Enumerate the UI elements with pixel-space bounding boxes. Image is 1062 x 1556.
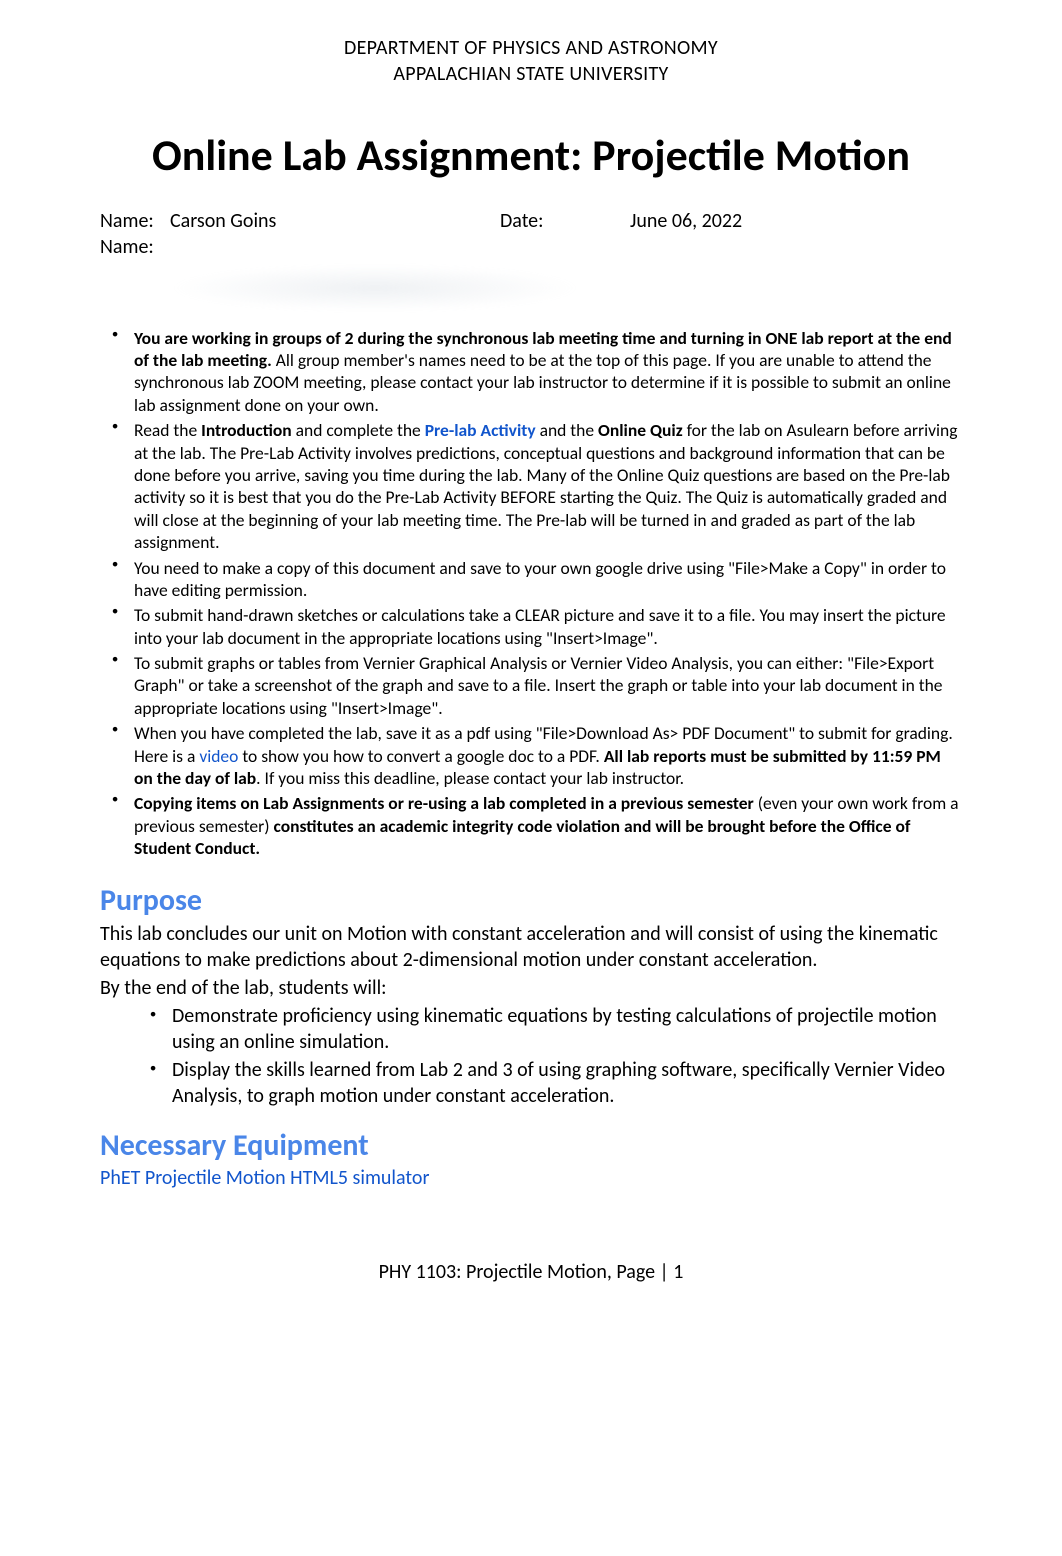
instruction-item: You are working in groups of 2 during th… bbox=[100, 327, 962, 417]
text-segment: . If you miss this deadline, please cont… bbox=[256, 767, 684, 789]
purpose-intro: This lab concludes our unit on Motion wi… bbox=[100, 921, 962, 973]
instruction-item: When you have completed the lab, save it… bbox=[100, 722, 962, 789]
name-label-1: Name: bbox=[100, 209, 170, 233]
dept-line-1: DEPARTMENT OF PHYSICS AND ASTRONOMY bbox=[100, 36, 962, 60]
inline-link[interactable]: video bbox=[199, 745, 238, 767]
page-footer: PHY 1103: Projectile Motion, Page | 1 bbox=[100, 1260, 962, 1284]
dept-line-2: APPALACHIAN STATE UNIVERSITY bbox=[100, 62, 962, 86]
text-segment: Copying items on Lab Assignments or re-u… bbox=[134, 792, 754, 814]
text-segment: Introduction bbox=[201, 419, 292, 441]
name-row-2: Name: bbox=[100, 235, 962, 259]
purpose-item: Demonstrate proficiency using kinematic … bbox=[100, 1003, 962, 1055]
redacted-region bbox=[170, 265, 580, 311]
instruction-item: To submit graphs or tables from Vernier … bbox=[100, 652, 962, 719]
instruction-item: To submit hand-drawn sketches or calcula… bbox=[100, 604, 962, 649]
date-label: Date: bbox=[500, 209, 630, 233]
date-value: June 06, 2022 bbox=[630, 209, 742, 233]
name-row-1: Name: Carson Goins Date: June 06, 2022 bbox=[100, 209, 962, 233]
inline-link[interactable]: Pre-lab Activity bbox=[425, 419, 536, 441]
instruction-item: Read the Introduction and complete the P… bbox=[100, 419, 962, 553]
name-label-2: Name: bbox=[100, 235, 170, 259]
equipment-heading: Necessary Equipment bbox=[100, 1127, 962, 1164]
instruction-item: Copying items on Lab Assignments or re-u… bbox=[100, 792, 962, 859]
text-segment: and complete the bbox=[292, 419, 425, 441]
page-title: Online Lab Assignment: Projectile Motion bbox=[100, 130, 962, 181]
text-segment: to show you how to convert a google doc … bbox=[238, 745, 603, 767]
text-segment: Read the bbox=[134, 419, 201, 441]
instructions-list: You are working in groups of 2 during th… bbox=[100, 327, 962, 860]
name-value-2 bbox=[170, 235, 500, 259]
name-value-1: Carson Goins bbox=[170, 209, 500, 233]
text-segment: Online Quiz bbox=[598, 419, 683, 441]
purpose-item: Display the skills learned from Lab 2 an… bbox=[100, 1057, 962, 1109]
purpose-heading: Purpose bbox=[100, 882, 962, 919]
text-segment: To submit hand-drawn sketches or calcula… bbox=[134, 604, 946, 648]
purpose-list: Demonstrate proficiency using kinematic … bbox=[100, 1003, 962, 1109]
purpose-lead-in: By the end of the lab, students will: bbox=[100, 975, 962, 1001]
equipment-link[interactable]: PhET Projectile Motion HTML5 simulator bbox=[100, 1166, 962, 1190]
text-segment: and the bbox=[536, 419, 598, 441]
text-segment: To submit graphs or tables from Vernier … bbox=[134, 652, 942, 719]
text-segment: You need to make a copy of this document… bbox=[134, 557, 946, 601]
instruction-item: You need to make a copy of this document… bbox=[100, 557, 962, 602]
